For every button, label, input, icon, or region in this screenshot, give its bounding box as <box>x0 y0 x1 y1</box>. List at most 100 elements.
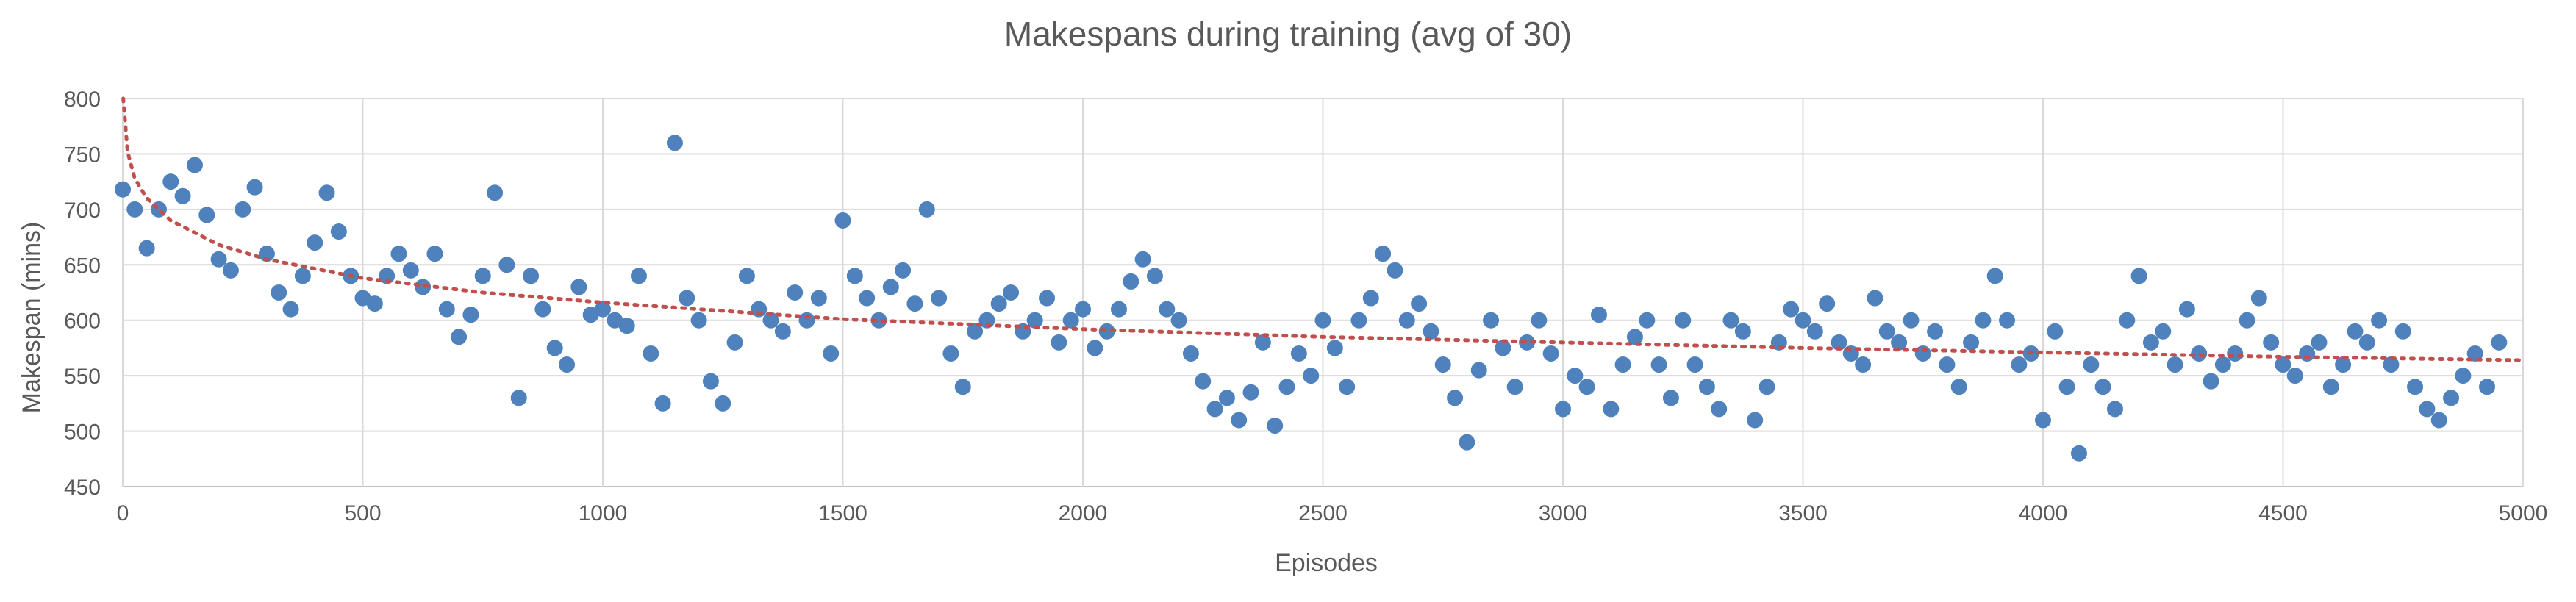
data-point <box>1542 345 1559 362</box>
data-point <box>222 262 239 279</box>
data-point <box>1914 345 1931 362</box>
data-point <box>738 268 755 284</box>
y-tick-label: 750 <box>64 143 101 167</box>
x-tick-label: 3500 <box>1778 501 1828 526</box>
data-point <box>2070 445 2087 462</box>
y-tick-label: 800 <box>64 87 101 112</box>
data-point <box>2155 323 2172 340</box>
data-point <box>1254 334 1271 351</box>
chart-title: Makespans during training (avg of 30) <box>1004 15 1572 53</box>
data-point <box>1339 379 1356 395</box>
data-point <box>390 246 407 262</box>
data-point <box>679 290 695 307</box>
data-point <box>2178 301 2195 318</box>
data-point <box>954 379 971 395</box>
data-point <box>1519 334 1536 351</box>
data-point <box>1495 340 1511 356</box>
data-point <box>2130 268 2147 284</box>
data-point <box>1747 412 1764 429</box>
data-point <box>2035 412 2051 429</box>
data-point <box>402 262 419 279</box>
data-point <box>1639 312 1656 329</box>
data-point <box>846 268 863 284</box>
data-point <box>1350 312 1367 329</box>
data-point <box>1087 340 1103 356</box>
data-point <box>1867 290 1883 307</box>
data-point <box>2286 368 2303 384</box>
data-point <box>1675 312 1692 329</box>
data-point <box>942 345 959 362</box>
gridlines <box>122 98 2524 487</box>
data-point <box>1123 273 1139 290</box>
data-point <box>2094 379 2111 395</box>
data-point <box>654 395 671 412</box>
data-point <box>715 395 731 412</box>
data-point <box>1986 268 2003 284</box>
data-point <box>798 312 815 329</box>
x-tick-label: 2000 <box>1059 501 1108 526</box>
x-axis-label: Episodes <box>1275 549 1378 577</box>
x-tick-label: 1500 <box>818 501 867 526</box>
data-point <box>198 207 215 223</box>
data-point <box>1855 356 1872 373</box>
data-point <box>1051 334 1067 351</box>
data-point <box>2250 290 2267 307</box>
data-point <box>1003 284 1020 301</box>
data-point <box>906 295 923 312</box>
data-point <box>1783 301 1800 318</box>
data-point <box>1206 401 1223 418</box>
data-point <box>210 251 227 268</box>
data-point <box>702 373 719 390</box>
data-point <box>2119 312 2136 329</box>
y-tick-label: 500 <box>64 420 101 445</box>
data-point <box>246 179 263 196</box>
data-point <box>1722 312 1739 329</box>
data-point <box>1806 323 1823 340</box>
data-point <box>126 201 143 218</box>
y-tick-label: 700 <box>64 198 101 223</box>
tick-labels: 450 500 550 600 650 700 750 800 0 500 1000 1500 2000… <box>64 87 2547 526</box>
x-tick-label: 500 <box>344 501 381 526</box>
data-point <box>823 345 840 362</box>
y-tick-label: 450 <box>64 476 101 500</box>
data-point <box>1975 312 1992 329</box>
data-point <box>1950 379 1967 395</box>
x-tick-label: 4000 <box>2019 501 2068 526</box>
data-point <box>1698 379 1715 395</box>
x-tick-label: 3000 <box>1539 501 1588 526</box>
data-point <box>451 329 468 345</box>
data-point <box>882 279 899 295</box>
y-tick-label: 550 <box>64 365 101 389</box>
data-point <box>2407 379 2424 395</box>
data-point <box>487 184 504 201</box>
x-tick-label: 2500 <box>1298 501 1348 526</box>
x-tick-label: 5000 <box>2499 501 2548 526</box>
data-point <box>2358 334 2375 351</box>
data-point <box>834 212 851 229</box>
data-point <box>726 334 743 351</box>
data-point <box>1182 345 1199 362</box>
data-point <box>1795 312 1811 329</box>
data-point <box>2142 334 2159 351</box>
data-point <box>1290 345 1307 362</box>
data-points <box>115 135 2508 462</box>
data-point <box>2203 373 2219 390</box>
data-point <box>2394 323 2411 340</box>
data-point <box>115 181 131 198</box>
data-point <box>2167 356 2183 373</box>
data-point <box>595 301 611 318</box>
y-tick-label: 600 <box>64 309 101 334</box>
data-point <box>174 187 191 204</box>
data-point <box>2227 345 2244 362</box>
data-point <box>582 307 599 323</box>
data-point <box>931 290 948 307</box>
data-point <box>415 279 432 295</box>
data-point <box>1459 434 1475 451</box>
data-point <box>1423 323 1439 340</box>
data-point <box>2383 356 2400 373</box>
data-point <box>2455 368 2472 384</box>
data-point <box>1398 312 1415 329</box>
data-point <box>570 279 587 295</box>
data-point <box>1411 295 1428 312</box>
